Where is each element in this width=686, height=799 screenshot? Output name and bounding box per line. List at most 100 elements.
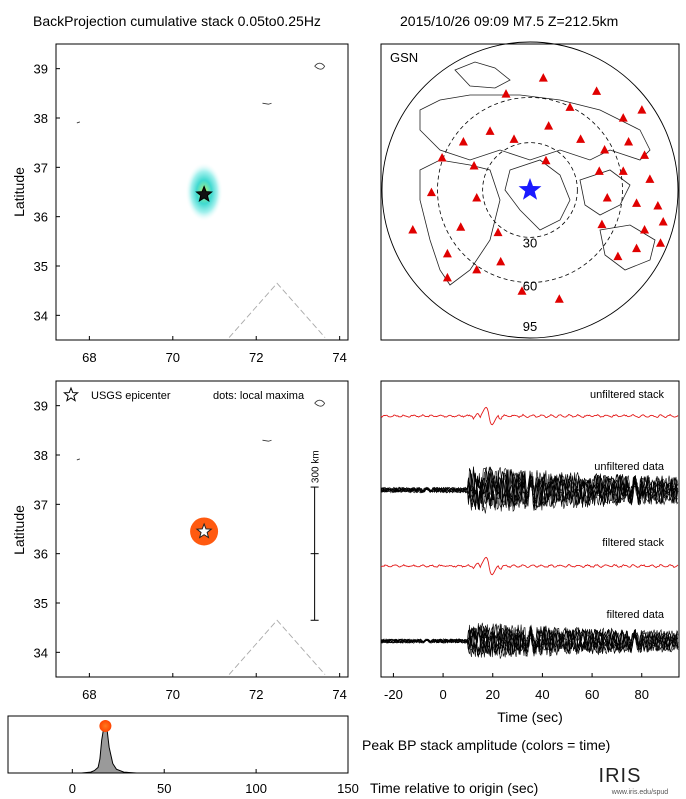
station-triangle — [618, 166, 628, 175]
x-tick-label: 74 — [332, 687, 346, 702]
y-tick-label: 35 — [34, 596, 48, 611]
station-triangle — [493, 227, 503, 237]
y-tick-label: 38 — [34, 111, 48, 126]
x-tick-labels: 68 70 72 74 — [82, 673, 347, 702]
station-triangle — [640, 224, 650, 234]
coastline-lines — [76, 399, 326, 675]
y-tick-labels: 34 35 36 37 38 39 — [34, 399, 60, 660]
x-tick-label: 60 — [585, 687, 599, 702]
lake-outline — [262, 102, 272, 105]
station-triangle — [656, 238, 666, 247]
x-tick-label: 68 — [82, 687, 96, 702]
ring-label: 60 — [523, 279, 537, 294]
x-tick-label: 72 — [249, 350, 263, 365]
logo-url: www.iris.edu/spud — [611, 789, 669, 796]
peak-amplitude-xlabel: Time relative to origin (sec) — [370, 780, 538, 796]
station-triangle — [469, 161, 479, 170]
station-triangle — [544, 121, 554, 130]
station-triangle — [632, 243, 642, 253]
ring-60 — [437, 97, 623, 283]
y-tick-label: 39 — [34, 399, 48, 414]
legend-epicenter-label: USGS epicenter — [91, 390, 171, 402]
station-triangle — [442, 248, 452, 258]
x-tick-label: 100 — [245, 781, 267, 796]
station-triangle — [658, 216, 668, 226]
station-triangle — [653, 200, 663, 210]
x-tick-label: 40 — [535, 687, 549, 702]
trace-label: unfiltered data — [594, 461, 665, 473]
peak-amplitude-frame — [7, 715, 349, 774]
peak-amplitude-title: Peak BP stack amplitude (colors = time) — [362, 737, 610, 753]
lake-outline — [262, 439, 272, 442]
lake-outline — [314, 399, 326, 407]
x-tick-label: 70 — [166, 687, 180, 702]
ring-30 — [482, 142, 578, 238]
gsn-map-panel: 30 60 95 GSN — [380, 41, 680, 341]
station-triangle — [600, 145, 610, 154]
station-triangle — [485, 126, 495, 135]
station-triangle — [408, 224, 418, 234]
y-tick-label: 36 — [34, 547, 48, 562]
ring-label: 30 — [523, 235, 537, 250]
station-triangle — [640, 150, 650, 159]
figure-title: BackProjection cumulative stack 0.05to0.… — [33, 13, 321, 29]
station-triangle — [517, 286, 527, 295]
station-triangle — [613, 251, 623, 261]
x-tick-labels: 0 50 100 150 — [69, 769, 359, 796]
legend-star-shape — [63, 386, 79, 402]
station-triangle — [426, 187, 436, 197]
peak-dot — [99, 720, 112, 732]
y-tick-label: 34 — [34, 645, 48, 660]
epicenter-star — [195, 522, 213, 539]
local-maxima-panel: USGS epicenter dots: local maxima 300 km… — [11, 380, 349, 702]
station-triangle — [456, 222, 466, 231]
station-triangle — [632, 198, 642, 207]
x-tick-label: 20 — [486, 687, 500, 702]
x-tick-label: 74 — [332, 350, 346, 365]
continent-outlines — [419, 61, 656, 286]
station-triangle — [541, 155, 551, 165]
y-tick-label: 38 — [34, 448, 48, 463]
peak-amplitude-panel: 0 50 100 150 Peak BP stack amplitude (color… — [7, 715, 610, 796]
station-triangle — [594, 166, 604, 175]
lake-outline — [76, 458, 80, 461]
x-tick-label: -20 — [384, 687, 403, 702]
lake-outline — [314, 62, 326, 70]
station-triangle — [442, 272, 452, 282]
y-tick-label: 35 — [34, 259, 48, 274]
epicenter-star — [195, 185, 213, 203]
y-tick-labels: 34 35 36 37 38 39 — [34, 62, 60, 323]
station-triangle — [509, 134, 519, 143]
border-line — [228, 282, 326, 338]
event-info: 2015/10/26 09:09 M7.5 Z=212.5km — [400, 13, 618, 29]
x-tick-label: 0 — [439, 687, 446, 702]
distance-rings: 30 60 95 — [381, 41, 679, 339]
station-triangle — [501, 89, 511, 98]
trace-label: filtered stack — [602, 537, 664, 549]
y-tick-label: 36 — [34, 210, 48, 225]
cumulative-map-panel: 68 70 72 74 34 35 36 37 38 39 Latitude — [11, 43, 349, 365]
epicenter-star-shape — [518, 178, 542, 200]
ring-label: 95 — [523, 319, 537, 334]
traces-panel: unfiltered stack unfiltered data filtered … — [380, 380, 680, 725]
trace-lines — [380, 406, 679, 659]
station-triangle — [618, 113, 628, 122]
legend-star-icon — [63, 386, 79, 402]
station-triangle — [624, 137, 634, 146]
iris-logo: IRIS www.iris.edu/spud — [599, 765, 669, 796]
trace-labels: unfiltered stack unfiltered data filtered … — [590, 389, 665, 621]
station-triangle — [472, 264, 482, 274]
station-triangles — [408, 73, 668, 303]
trace-line — [380, 623, 679, 658]
trace-line — [380, 468, 679, 511]
x-tick-label: 80 — [635, 687, 649, 702]
station-triangle — [472, 192, 482, 202]
y-tick-label: 34 — [34, 308, 48, 323]
epicenter-star-shape — [195, 522, 213, 539]
y-axis-label: Latitude — [11, 167, 27, 217]
station-triangle — [554, 294, 564, 303]
station-triangle — [592, 86, 602, 95]
scale-bar: 300 km — [310, 450, 322, 621]
y-tick-label: 39 — [34, 62, 48, 77]
x-tick-label: 68 — [82, 350, 96, 365]
